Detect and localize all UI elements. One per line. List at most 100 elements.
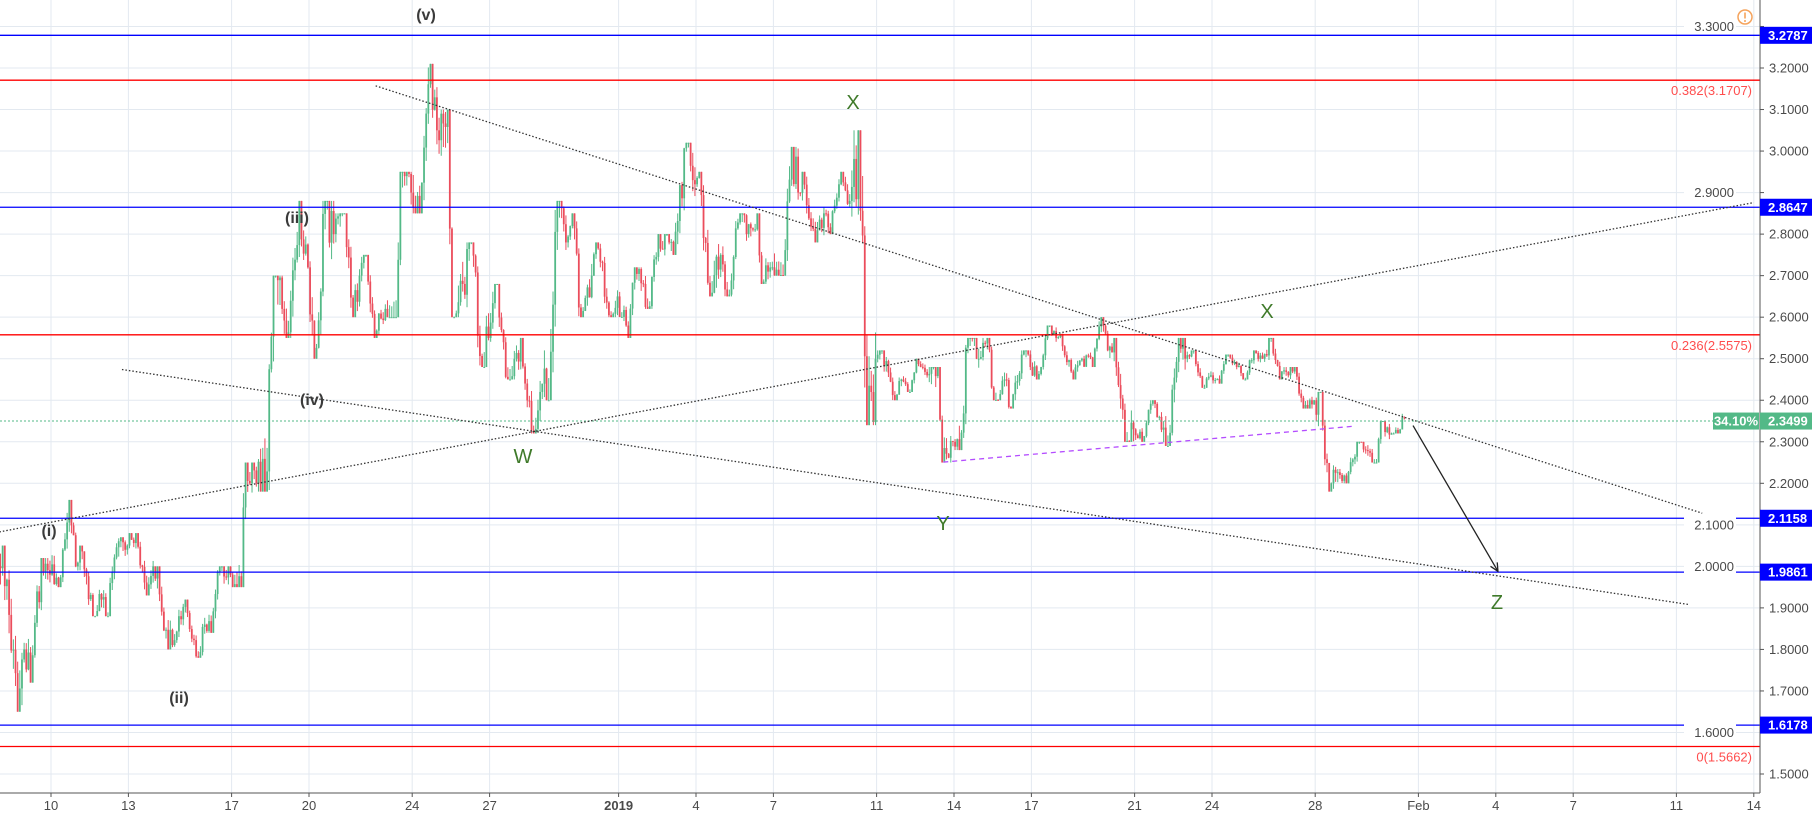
candle-body: [382, 318, 385, 321]
candle: [1046, 325, 1049, 341]
candle: [790, 146, 793, 186]
candle: [242, 493, 245, 588]
candle-body: [872, 392, 875, 423]
candle-body: [842, 171, 845, 183]
candle-body: [1136, 435, 1139, 439]
candle-body: [760, 255, 763, 284]
candle-body: [1289, 367, 1292, 376]
candle-body: [1265, 354, 1268, 356]
candle: [1347, 470, 1350, 484]
candle-body: [300, 200, 303, 240]
time-tick-label: 20: [302, 798, 316, 813]
candle: [309, 261, 311, 322]
candle-body: [513, 358, 516, 377]
candle: [1143, 435, 1146, 442]
candle-body: [681, 185, 683, 199]
candle: [365, 254, 367, 257]
candle: [418, 185, 421, 214]
candle-body: [1315, 400, 1318, 415]
time-tick-label: 14: [1747, 798, 1761, 813]
candle: [270, 332, 273, 373]
candle-body: [53, 564, 56, 585]
candle: [132, 537, 135, 548]
candle-body: [900, 379, 903, 382]
candle-body: [721, 254, 724, 265]
candle-body: [698, 171, 701, 178]
candle: [1216, 378, 1219, 381]
price-tick-label: 2.6000: [1769, 310, 1809, 325]
time-tick-label: 24: [1205, 798, 1219, 813]
candle: [1308, 398, 1311, 409]
candle: [552, 291, 554, 373]
candle-body: [780, 275, 782, 277]
candle-body: [717, 256, 720, 270]
candle: [1388, 423, 1391, 440]
candle: [1145, 420, 1148, 438]
candle: [1078, 360, 1081, 366]
candle: [162, 607, 165, 632]
candle-body: [76, 562, 79, 567]
candle-body: [31, 655, 34, 683]
candle-body: [109, 583, 112, 617]
candle-body: [1096, 338, 1098, 349]
candle-body: [115, 547, 118, 558]
tag-label: 2.1158: [1768, 511, 1807, 526]
candle-body: [1257, 352, 1260, 359]
candle-body: [221, 566, 223, 568]
candle-body: [291, 270, 294, 301]
candle-body: [264, 458, 266, 492]
candle: [1177, 337, 1180, 373]
candle-body: [451, 228, 453, 318]
candle: [1272, 337, 1275, 356]
candle-body: [881, 350, 883, 352]
candle-body: [315, 347, 318, 359]
candle-body: [784, 250, 787, 276]
candle: [1360, 441, 1363, 443]
candle-body: [1375, 462, 1378, 464]
candle-body: [878, 350, 881, 355]
candle: [1085, 354, 1088, 368]
candle-body: [971, 337, 974, 339]
candle: [199, 646, 202, 658]
candle: [734, 221, 737, 260]
time-tick-label: 11: [1670, 798, 1684, 813]
candle: [1384, 421, 1386, 437]
candle-body: [388, 317, 391, 319]
candle-body: [524, 366, 526, 384]
candle: [341, 213, 344, 217]
candle: [395, 300, 397, 319]
candle: [586, 284, 589, 306]
price-axis: 3.2000 3.1000 3.0000 2.8000 2.7000 2.6000 2.50…: [1759, 0, 1815, 813]
candle: [1033, 361, 1036, 377]
candle: [201, 623, 204, 656]
candle: [758, 213, 761, 263]
candle: [653, 255, 655, 282]
candle-body: [371, 303, 374, 314]
candle-body: [964, 347, 967, 414]
candle-body: [98, 593, 101, 612]
candle-body: [1304, 404, 1307, 409]
candle: [173, 634, 176, 647]
current-price-label: 2.3499: [1768, 414, 1808, 429]
candle: [268, 364, 271, 491]
candle-body: [1194, 350, 1197, 365]
candle-body: [1134, 429, 1137, 436]
candle: [444, 111, 447, 148]
candle-body: [188, 613, 191, 630]
candle-body: [580, 307, 582, 318]
candle: [1339, 468, 1341, 479]
candle-body: [618, 296, 621, 317]
candle-body: [137, 533, 139, 547]
candle: [487, 313, 490, 341]
candle: [773, 253, 776, 276]
candle: [92, 593, 94, 617]
candle: [1132, 420, 1135, 442]
candle: [337, 213, 339, 225]
warning-icon[interactable]: [1737, 9, 1753, 25]
candle: [6, 578, 8, 600]
candle: [599, 243, 602, 268]
candle: [610, 311, 612, 318]
candle-body: [1003, 379, 1006, 381]
candle-body: [823, 213, 825, 228]
